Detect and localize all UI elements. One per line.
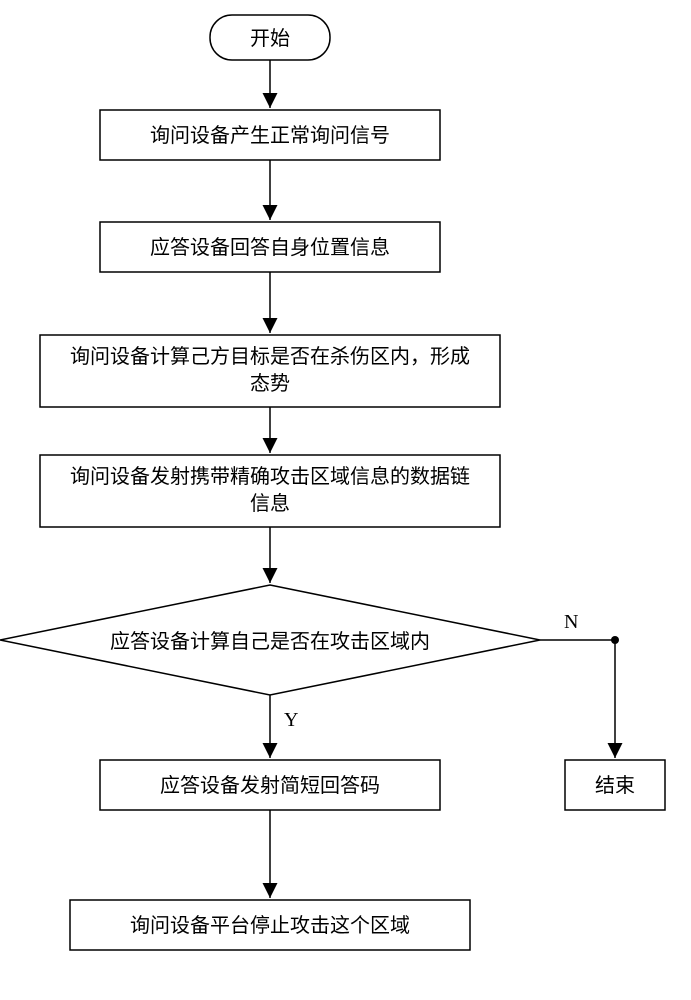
node-step1: 询问设备产生正常询问信号 xyxy=(100,110,440,160)
flowchart: 开始 询问设备产生正常询问信号 应答设备回答自身位置信息 询问设备计算己方目标是… xyxy=(0,0,691,1000)
step6-label: 询问设备平台停止攻击这个区域 xyxy=(130,914,410,937)
node-step5: 应答设备发射简短回答码 xyxy=(100,760,440,810)
step2-label: 应答设备回答自身位置信息 xyxy=(150,236,390,259)
node-decision: 应答设备计算自己是否在攻击区域内 xyxy=(0,585,540,695)
decision-label: 应答设备计算自己是否在攻击区域内 xyxy=(110,630,430,653)
branch-yes-label: Y xyxy=(284,709,298,731)
step5-label: 应答设备发射简短回答码 xyxy=(160,774,380,797)
node-end: 结束 xyxy=(565,760,665,810)
step3-label-l2: 态势 xyxy=(250,372,290,395)
step1-label: 询问设备产生正常询问信号 xyxy=(150,124,390,147)
branch-no-label: N xyxy=(564,611,578,633)
node-start: 开始 xyxy=(210,15,330,60)
edge-no xyxy=(540,636,619,758)
node-step3: 询问设备计算己方目标是否在杀伤区内，形成 态势 xyxy=(40,335,500,407)
node-step6: 询问设备平台停止攻击这个区域 xyxy=(70,900,470,950)
node-step2: 应答设备回答自身位置信息 xyxy=(100,222,440,272)
step4-label-l2: 信息 xyxy=(250,492,290,515)
step4-label-l1: 询问设备发射携带精确攻击区域信息的数据链 xyxy=(70,465,470,488)
step3-label-l1: 询问设备计算己方目标是否在杀伤区内，形成 xyxy=(70,345,470,368)
node-step4: 询问设备发射携带精确攻击区域信息的数据链 信息 xyxy=(40,455,500,527)
end-label: 结束 xyxy=(595,774,635,797)
start-label: 开始 xyxy=(250,27,290,50)
